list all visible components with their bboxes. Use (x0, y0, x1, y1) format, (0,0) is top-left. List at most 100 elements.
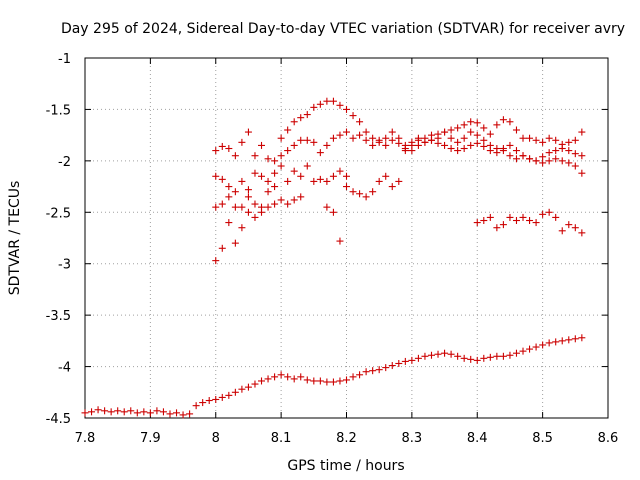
data-point-marker (199, 399, 207, 407)
data-point-marker (212, 172, 220, 180)
data-point-marker (486, 141, 494, 149)
data-point-marker (499, 352, 507, 360)
data-point-marker (218, 175, 226, 183)
data-point-marker (558, 337, 566, 345)
data-point-marker (460, 134, 468, 142)
data-point-marker (388, 183, 396, 191)
data-point-marker (323, 97, 331, 105)
data-point-marker (571, 162, 579, 170)
data-point-marker (499, 147, 507, 155)
y-tick-label: -2.5 (46, 206, 71, 221)
data-point-marker (231, 188, 239, 196)
data-point-marker (571, 224, 579, 232)
data-point-marker (349, 188, 357, 196)
data-point-marker (571, 335, 579, 343)
data-point-marker (225, 145, 233, 153)
data-point-marker (460, 121, 468, 129)
data-point-marker (349, 134, 357, 142)
data-point-marker (506, 213, 514, 221)
data-point-marker (264, 203, 272, 211)
data-point-marker (277, 196, 285, 204)
data-point-marker (343, 376, 350, 384)
data-point-marker (506, 152, 514, 160)
y-tick-label: -3 (58, 258, 71, 273)
data-point-marker (526, 155, 534, 163)
data-point-marker (395, 177, 403, 185)
data-point-marker (454, 352, 462, 360)
data-point-marker (578, 169, 586, 177)
data-point-marker (382, 364, 390, 372)
data-point-marker (558, 145, 566, 153)
data-point-marker (284, 177, 292, 185)
data-point-marker (284, 147, 292, 155)
y-tick-label: -1.5 (46, 103, 71, 118)
data-point-marker (218, 244, 226, 252)
data-point-marker (558, 227, 566, 235)
x-tick-label: 8.6 (598, 431, 619, 446)
data-point-marker (88, 408, 96, 416)
data-point-marker (329, 97, 337, 105)
data-point-marker (290, 167, 298, 175)
data-point-marker (486, 353, 494, 361)
data-point-marker (244, 383, 252, 391)
data-point-marker (94, 406, 102, 414)
data-point-marker (258, 208, 266, 216)
data-point-marker (212, 395, 220, 403)
data-point-marker (316, 175, 324, 183)
data-point-marker (356, 118, 364, 126)
data-point-marker (578, 229, 586, 237)
data-point-marker (499, 221, 507, 229)
data-point-marker (493, 121, 501, 129)
data-point-marker (395, 359, 403, 367)
data-point-marker (258, 377, 266, 385)
data-point-marker (244, 128, 252, 136)
data-point-marker (408, 356, 416, 364)
data-point-marker (480, 354, 488, 362)
data-point-marker (571, 136, 579, 144)
data-point-marker (578, 128, 586, 136)
data-point-marker (212, 257, 220, 265)
data-point-marker (467, 128, 475, 136)
data-point-marker (512, 349, 520, 357)
data-point-marker (480, 142, 488, 150)
data-point-marker (512, 126, 520, 134)
data-point-marker (356, 190, 364, 198)
data-point-marker (454, 138, 462, 146)
data-point-marker (427, 136, 435, 144)
data-point-marker (362, 128, 370, 136)
data-point-marker (545, 208, 553, 216)
data-point-marker (512, 155, 520, 163)
data-point-marker (519, 347, 527, 355)
data-point-marker (290, 375, 298, 383)
data-point-marker (264, 375, 272, 383)
data-point-marker (297, 172, 305, 180)
data-point-marker (552, 213, 560, 221)
data-point-marker (454, 147, 462, 155)
grid-lines (85, 58, 608, 418)
data-point-marker (545, 134, 553, 142)
data-point-marker (434, 134, 442, 142)
data-point-marker (369, 367, 377, 375)
data-point-marker (127, 407, 135, 415)
data-point-marker (421, 352, 429, 360)
data-point-marker (343, 128, 350, 136)
data-point-marker (120, 408, 128, 416)
data-point-marker (545, 157, 553, 165)
data-point-marker (552, 338, 560, 346)
data-point-marker (290, 196, 298, 204)
data-point-marker (271, 373, 279, 381)
axis-ticks: 7.8 7.9 8 8.1 8.2 8.3 8.4 8.5 8.6 -1 -1.5 -2 -2.5 -3 -… (46, 52, 619, 446)
x-tick-label: 8 (212, 431, 220, 446)
data-point-marker (565, 336, 573, 344)
data-point-marker (271, 169, 279, 177)
data-point-marker (336, 101, 344, 109)
series-third-track (212, 128, 586, 211)
data-point-marker (303, 111, 311, 119)
data-point-marker (408, 141, 416, 149)
data-point-marker (244, 208, 252, 216)
data-point-marker (486, 213, 494, 221)
x-tick-label: 8.2 (336, 431, 357, 446)
data-point-marker (271, 183, 279, 191)
data-point-marker (441, 128, 449, 136)
